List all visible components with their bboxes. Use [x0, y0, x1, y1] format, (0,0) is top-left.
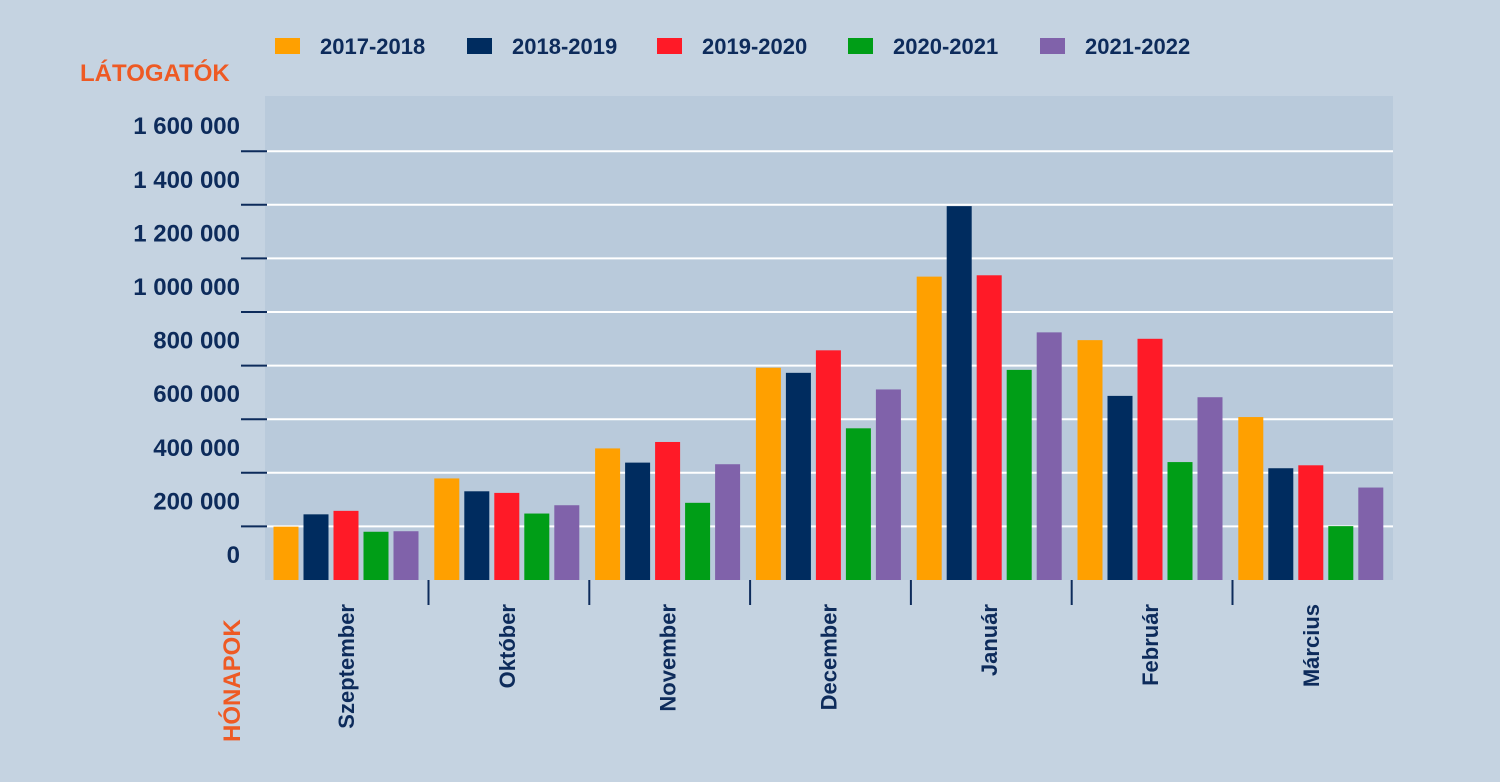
bar-2021-2022-Október	[554, 505, 580, 580]
bar-2020-2021-Január	[1006, 369, 1032, 580]
bar-2020-2021-December	[845, 428, 871, 580]
bar-2021-2022-Február	[1197, 397, 1223, 580]
bar-2018-2019-Szeptember	[303, 514, 329, 580]
y-tick-label: 600 000	[153, 381, 240, 408]
bar-2018-2019-December	[785, 372, 811, 580]
y-tick-label: 800 000	[153, 328, 240, 355]
bar-2019-2020-Február	[1137, 338, 1163, 580]
legend-label: 2017-2018	[320, 34, 425, 59]
bar-2019-2020-Szeptember	[333, 510, 359, 580]
bar-2020-2021-November	[685, 502, 711, 580]
y-axis-ticks: 0 200 000 400 000 600 000 800 000 1 000 000 1 …	[133, 113, 267, 569]
bar-2017-2018-Január	[916, 276, 942, 580]
bar-2021-2022-November	[715, 464, 741, 580]
bar-2020-2021-Október	[524, 513, 550, 580]
bar-2020-2021-Szeptember	[363, 531, 389, 580]
y-tick-label: 0	[227, 542, 240, 569]
legend-label: 2019-2020	[702, 34, 807, 59]
bar-2018-2019-November	[625, 462, 651, 580]
bar-2018-2019-Március	[1268, 468, 1294, 580]
legend-label: 2018-2019	[512, 34, 617, 59]
x-tick-label: Január	[977, 604, 1002, 677]
y-tick-label: 1 000 000	[133, 274, 240, 301]
y-tick-label: 1 200 000	[133, 220, 240, 247]
legend-swatch	[1040, 38, 1065, 54]
category-separators	[427, 580, 1234, 605]
x-tick-label: November	[656, 604, 681, 712]
bar-2017-2018-Szeptember	[273, 526, 299, 580]
x-axis-labels: Szeptember Október November December Január F…	[334, 604, 1324, 729]
x-tick-label: Február	[1138, 604, 1163, 686]
bar-2019-2020-Március	[1298, 465, 1324, 580]
x-tick-label: December	[816, 604, 841, 711]
y-tick-label: 1 400 000	[133, 167, 240, 194]
bar-2020-2021-Február	[1167, 462, 1193, 580]
x-axis-title: HÓNAPOK	[218, 619, 246, 742]
x-tick-label: Szeptember	[334, 604, 359, 729]
x-tick-label: Március	[1299, 604, 1324, 687]
legend-label: 2020-2021	[893, 34, 998, 59]
legend-swatch	[275, 38, 300, 54]
y-axis-title: LÁTOGATÓK	[80, 59, 230, 87]
bar-2021-2022-Január	[1036, 332, 1062, 580]
x-tick-label: Október	[495, 604, 520, 689]
bar-2017-2018-December	[755, 367, 781, 580]
bar-2019-2020-December	[815, 350, 841, 580]
bar-2018-2019-Január	[946, 206, 972, 580]
bar-2019-2020-Október	[494, 492, 520, 580]
bar-2017-2018-Október	[434, 478, 460, 580]
bar-2021-2022-Szeptember	[393, 531, 419, 580]
bar-2017-2018-Március	[1238, 417, 1264, 580]
legend: 2017-2018 2018-2019 2019-2020 2020-2021 2021…	[275, 34, 1190, 59]
y-tick-label: 1 600 000	[133, 113, 240, 140]
y-tick-label: 400 000	[153, 435, 240, 462]
bar-2018-2019-Október	[464, 491, 490, 580]
legend-swatch	[848, 38, 873, 54]
bars	[273, 206, 1384, 580]
bar-2017-2018-November	[595, 448, 621, 580]
bar-2021-2022-December	[875, 389, 901, 580]
y-tick-label: 200 000	[153, 488, 240, 515]
legend-swatch	[467, 38, 492, 54]
bar-2017-2018-Február	[1077, 340, 1103, 580]
bar-2021-2022-Március	[1358, 487, 1384, 580]
legend-swatch	[657, 38, 682, 54]
legend-label: 2021-2022	[1085, 34, 1190, 59]
bar-2020-2021-Március	[1328, 526, 1354, 580]
bar-2019-2020-November	[655, 441, 681, 580]
bar-2018-2019-Február	[1107, 395, 1133, 580]
bar-2019-2020-Január	[976, 275, 1002, 580]
